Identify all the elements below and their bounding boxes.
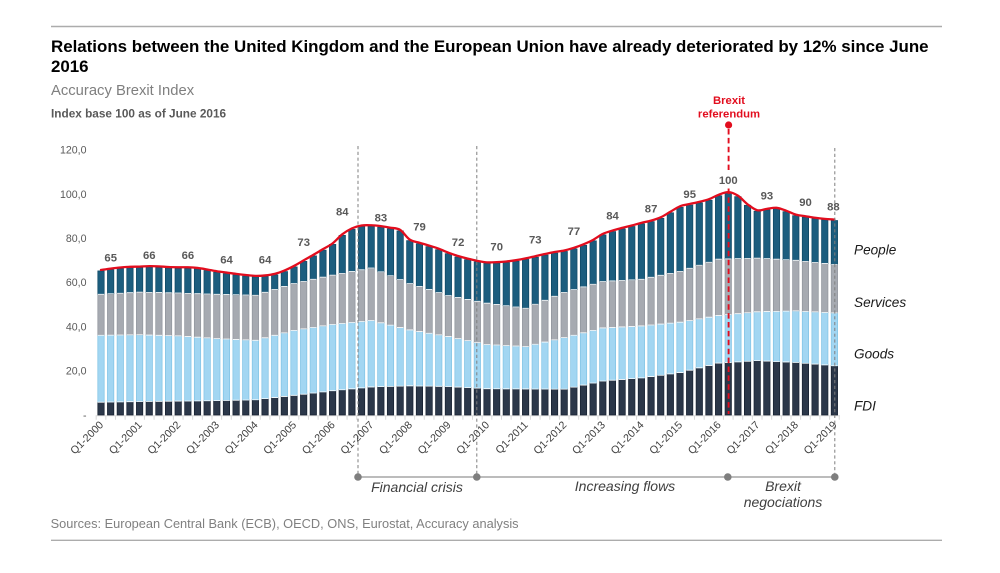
svg-text:Services: Services bbox=[854, 295, 906, 310]
svg-text:100,0: 100,0 bbox=[60, 189, 87, 201]
svg-text:88: 88 bbox=[827, 202, 840, 214]
svg-text:84: 84 bbox=[606, 210, 619, 222]
svg-text:-: - bbox=[83, 410, 87, 422]
svg-text:84: 84 bbox=[336, 207, 349, 219]
svg-text:73: 73 bbox=[529, 235, 542, 247]
svg-text:90: 90 bbox=[799, 197, 812, 209]
svg-text:Increasing flows: Increasing flows bbox=[575, 478, 675, 494]
svg-text:People: People bbox=[854, 243, 897, 258]
svg-text:83: 83 bbox=[375, 213, 388, 225]
svg-text:95: 95 bbox=[683, 189, 696, 201]
svg-text:120,0: 120,0 bbox=[60, 145, 87, 157]
svg-text:negociations: negociations bbox=[744, 494, 823, 510]
svg-text:77: 77 bbox=[568, 226, 581, 238]
svg-text:Accuracy Brexit Index: Accuracy Brexit Index bbox=[51, 83, 195, 99]
svg-text:65: 65 bbox=[104, 252, 117, 264]
svg-text:Relations between the United K: Relations between the United Kingdom and… bbox=[51, 37, 929, 56]
svg-text:Brexit: Brexit bbox=[765, 478, 802, 494]
svg-text:20,0: 20,0 bbox=[66, 366, 87, 378]
svg-text:73: 73 bbox=[297, 237, 310, 249]
svg-text:Sources: European Central Bank: Sources: European Central Bank (ECB), OE… bbox=[51, 516, 519, 531]
svg-text:93: 93 bbox=[761, 191, 774, 203]
svg-text:40,0: 40,0 bbox=[66, 321, 87, 333]
svg-text:87: 87 bbox=[645, 204, 658, 216]
svg-text:66: 66 bbox=[143, 250, 156, 262]
svg-text:Brexit: Brexit bbox=[713, 95, 745, 107]
svg-text:70: 70 bbox=[490, 241, 503, 253]
svg-text:Financial crisis: Financial crisis bbox=[371, 479, 463, 495]
svg-text:64: 64 bbox=[220, 255, 233, 267]
svg-text:referendum: referendum bbox=[698, 109, 760, 121]
svg-text:60,0: 60,0 bbox=[66, 277, 87, 289]
svg-text:66: 66 bbox=[182, 250, 195, 262]
svg-text:FDI: FDI bbox=[854, 398, 876, 413]
svg-text:Goods: Goods bbox=[854, 347, 894, 362]
svg-text:100: 100 bbox=[719, 175, 738, 187]
svg-text:80,0: 80,0 bbox=[66, 233, 87, 245]
svg-text:64: 64 bbox=[259, 255, 272, 267]
svg-text:79: 79 bbox=[413, 221, 426, 233]
svg-text:72: 72 bbox=[452, 237, 465, 249]
svg-text:2016: 2016 bbox=[51, 57, 89, 76]
svg-text:Index base 100 as of June 2016: Index base 100 as of June 2016 bbox=[51, 107, 227, 121]
